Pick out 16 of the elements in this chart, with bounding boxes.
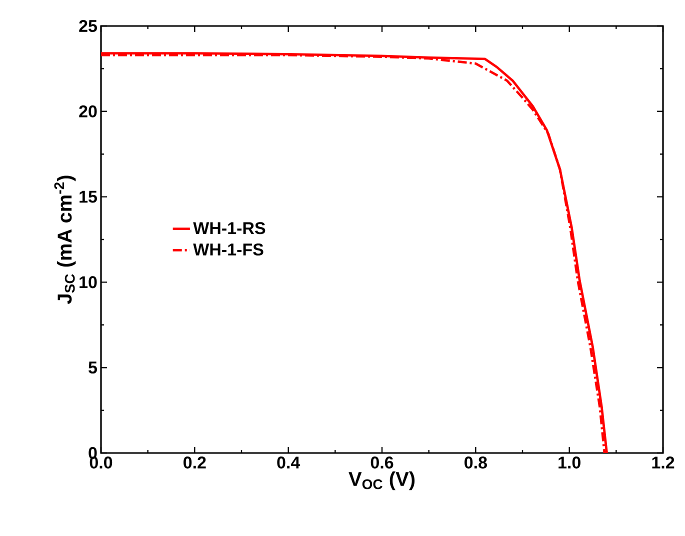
y-tick-label: 25 <box>79 20 97 32</box>
y-axis-title: J$_{SC}$ (mA cm$^{-2}$) <box>54 176 76 304</box>
y-tick-label: 20 <box>79 105 97 118</box>
y-tick-label: 15 <box>80 190 97 203</box>
y-tick-label: 10 <box>80 276 97 288</box>
x-tick-label: 0.4 <box>277 456 300 469</box>
x-tick-label: 0.8 <box>464 456 487 469</box>
x-tick-label: 0.0 <box>90 456 112 469</box>
x-tick-label: 0.6 <box>370 456 394 469</box>
legend-label: WH-1-FS <box>193 243 264 256</box>
x-axis-title: V$_{OC}$ (V) <box>348 471 415 490</box>
x-tick-label: 1.2 <box>652 456 674 468</box>
x-tick-label: 1.0 <box>558 456 580 469</box>
x-tick-label: 0.2 <box>184 456 206 469</box>
y-tick-label: 5 <box>88 362 97 374</box>
legend-label: WH-1-RS <box>193 222 266 234</box>
